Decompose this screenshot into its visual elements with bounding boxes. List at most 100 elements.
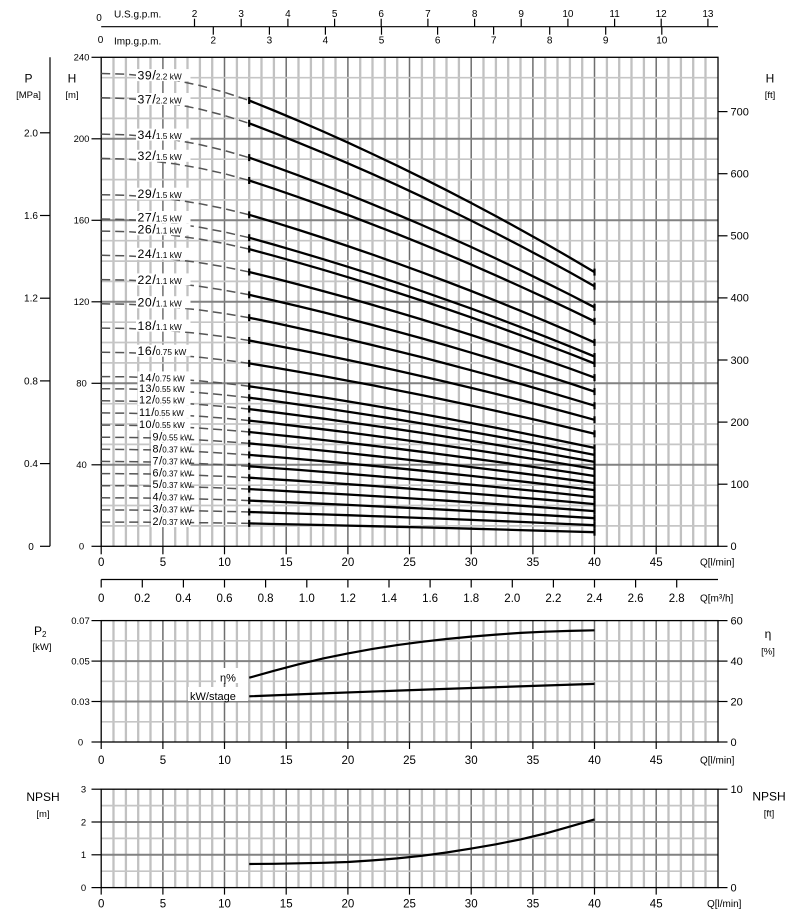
svg-text:Q[l/min]: Q[l/min]: [700, 756, 735, 767]
svg-text:2.0: 2.0: [504, 593, 520, 605]
svg-text:[ft]: [ft]: [765, 90, 776, 101]
svg-text:1.2: 1.2: [340, 593, 356, 605]
svg-text:NPSH: NPSH: [26, 790, 59, 804]
svg-text:[MPa]: [MPa]: [16, 90, 41, 101]
svg-text:0: 0: [98, 593, 104, 605]
svg-text:1.4: 1.4: [381, 593, 398, 605]
svg-text:20: 20: [731, 696, 743, 708]
svg-text:2: 2: [211, 36, 217, 47]
svg-text:0: 0: [98, 755, 104, 767]
svg-text:300: 300: [731, 355, 749, 367]
svg-text:Imp.g.p.m.: Imp.g.p.m.: [114, 37, 161, 48]
svg-text:H: H: [766, 72, 775, 86]
svg-text:4: 4: [323, 36, 329, 47]
svg-text:5: 5: [160, 899, 166, 911]
svg-text:P2: P2: [34, 624, 47, 639]
svg-text:5/0.37 kW: 5/0.37 kW: [153, 477, 193, 491]
svg-text:10: 10: [731, 784, 743, 796]
svg-text:15: 15: [280, 557, 293, 569]
svg-text:0.2: 0.2: [134, 593, 150, 605]
svg-text:120: 120: [74, 297, 90, 308]
svg-text:200: 200: [74, 134, 90, 145]
svg-text:18/1.1 kW: 18/1.1 kW: [138, 318, 182, 333]
svg-text:U.S.g.p.m.: U.S.g.p.m.: [114, 10, 161, 21]
svg-text:27/1.5 kW: 27/1.5 kW: [138, 209, 182, 224]
svg-text:10/0.55 kW: 10/0.55 kW: [139, 417, 185, 431]
svg-text:9/0.55 kW: 9/0.55 kW: [153, 429, 193, 443]
svg-text:[m]: [m]: [36, 809, 49, 820]
svg-text:10: 10: [562, 9, 574, 20]
svg-text:24/1.1 kW: 24/1.1 kW: [138, 246, 182, 261]
svg-text:2.4: 2.4: [587, 593, 604, 605]
svg-text:40: 40: [588, 899, 601, 911]
svg-text:6: 6: [378, 9, 384, 20]
svg-text:7/0.37 kW: 7/0.37 kW: [153, 453, 193, 467]
svg-text:Q[l/min]: Q[l/min]: [707, 899, 742, 910]
svg-text:100: 100: [731, 479, 749, 491]
svg-text:5: 5: [160, 557, 166, 569]
svg-text:9: 9: [603, 36, 609, 47]
svg-text:2.2: 2.2: [545, 593, 561, 605]
svg-text:240: 240: [74, 53, 90, 64]
svg-text:26/1.1 kW: 26/1.1 kW: [138, 222, 182, 237]
svg-text:11: 11: [609, 9, 620, 20]
svg-text:2: 2: [192, 9, 198, 20]
svg-text:5: 5: [160, 755, 166, 767]
svg-text:400: 400: [731, 293, 749, 305]
svg-text:13: 13: [702, 9, 714, 20]
svg-text:[m]: [m]: [65, 90, 78, 101]
svg-text:4/0.37 kW: 4/0.37 kW: [153, 490, 193, 504]
svg-text:60: 60: [731, 616, 743, 628]
svg-text:40: 40: [588, 557, 601, 569]
svg-text:1.6: 1.6: [24, 211, 38, 222]
svg-text:0: 0: [78, 737, 83, 748]
svg-text:20: 20: [342, 557, 355, 569]
svg-text:20: 20: [342, 755, 355, 767]
svg-text:29/1.5 kW: 29/1.5 kW: [138, 186, 182, 201]
svg-text:6/0.37 kW: 6/0.37 kW: [153, 466, 193, 480]
svg-text:45: 45: [650, 755, 663, 767]
svg-text:12/0.55 kW: 12/0.55 kW: [139, 393, 185, 407]
svg-text:H: H: [68, 72, 77, 86]
svg-text:22/1.1 kW: 22/1.1 kW: [138, 272, 182, 287]
svg-text:kW/stage: kW/stage: [190, 691, 236, 703]
svg-text:15: 15: [280, 899, 293, 911]
svg-text:8/0.37 kW: 8/0.37 kW: [153, 442, 193, 456]
svg-text:20: 20: [342, 899, 355, 911]
svg-text:2.0: 2.0: [24, 128, 38, 139]
svg-text:25: 25: [403, 899, 416, 911]
svg-text:4: 4: [285, 9, 291, 20]
svg-text:1.6: 1.6: [422, 593, 438, 605]
svg-text:25: 25: [403, 557, 416, 569]
svg-text:0: 0: [731, 737, 737, 749]
svg-text:10: 10: [656, 36, 668, 47]
svg-text:0.4: 0.4: [175, 593, 192, 605]
svg-text:0: 0: [98, 899, 104, 911]
svg-text:[%]: [%]: [761, 646, 775, 657]
svg-text:32/1.5 kW: 32/1.5 kW: [138, 148, 182, 163]
svg-text:η%: η%: [220, 672, 236, 684]
svg-text:35: 35: [527, 755, 540, 767]
svg-text:[kW]: [kW]: [33, 642, 52, 653]
svg-text:35: 35: [527, 899, 540, 911]
svg-text:2: 2: [81, 817, 86, 828]
svg-text:0: 0: [731, 541, 737, 553]
svg-text:0: 0: [96, 13, 102, 24]
svg-text:30: 30: [465, 755, 478, 767]
svg-text:8: 8: [547, 36, 553, 47]
svg-text:160: 160: [74, 216, 90, 227]
svg-text:0.6: 0.6: [217, 593, 233, 605]
svg-text:80: 80: [76, 379, 87, 390]
svg-text:10: 10: [218, 899, 231, 911]
svg-text:η: η: [765, 627, 772, 641]
svg-text:0.8: 0.8: [258, 593, 274, 605]
svg-text:39/2.2 kW: 39/2.2 kW: [138, 68, 182, 83]
svg-text:30: 30: [465, 557, 478, 569]
svg-text:1.8: 1.8: [463, 593, 479, 605]
svg-text:P: P: [24, 72, 32, 86]
svg-text:34/1.5 kW: 34/1.5 kW: [138, 127, 182, 142]
svg-text:35: 35: [527, 557, 540, 569]
svg-text:10: 10: [218, 755, 231, 767]
svg-text:700: 700: [731, 106, 749, 118]
svg-text:3: 3: [81, 785, 86, 796]
